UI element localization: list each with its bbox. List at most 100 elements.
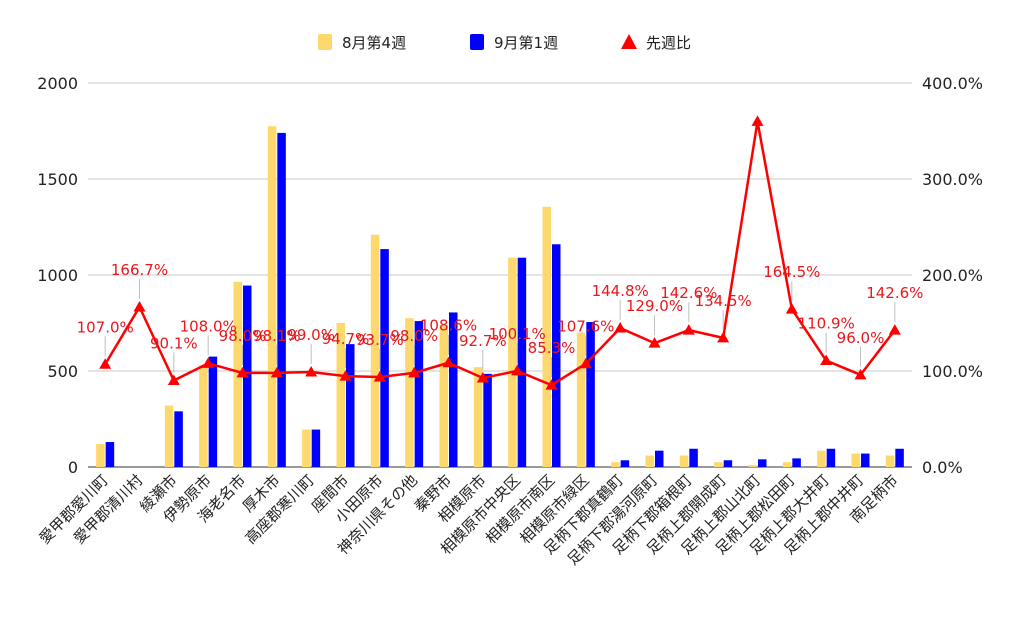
left-tick-label: 2000 — [37, 74, 78, 93]
ratio-point — [854, 368, 867, 380]
bar-sep-w1 — [620, 460, 630, 467]
ratio-data-label: 93.7% — [356, 331, 404, 349]
bar-sep-w1 — [689, 448, 698, 467]
bar-aug-w4 — [645, 455, 654, 467]
bar-series — [96, 126, 904, 468]
bar-aug-w4 — [576, 332, 586, 467]
right-tick-label: 200.0% — [922, 266, 983, 285]
bar-aug-w4 — [473, 367, 483, 467]
ratio-point — [442, 356, 455, 368]
bar-aug-w4 — [782, 462, 792, 467]
ratio-point — [408, 366, 421, 378]
line-series — [99, 115, 901, 390]
ratio-data-label: 96.0% — [837, 329, 885, 347]
bar-aug-w4 — [233, 281, 242, 467]
ratio-data-label: 142.6% — [660, 284, 717, 302]
ratio-point — [270, 366, 283, 378]
ratio-point — [305, 365, 318, 377]
bar-aug-w4 — [96, 443, 105, 467]
bar-aug-w4 — [370, 234, 380, 467]
bar-sep-w1 — [758, 459, 767, 467]
category-labels: 愛甲郡愛川町愛甲郡清川村綾瀬市伊勢原市海老名市厚木市高座郡寒川町座間市小田原市神… — [36, 471, 902, 569]
ratio-data-label: 129.0% — [626, 297, 683, 315]
ratio-data-label: 108.6% — [420, 317, 477, 335]
ratio-point — [202, 357, 215, 368]
bar-sep-w1 — [552, 244, 561, 467]
left-tick-label: 0 — [68, 458, 78, 477]
bar-aug-w4 — [679, 455, 689, 467]
ratio-data-label: 98.0% — [219, 327, 267, 345]
legend-swatch — [621, 34, 637, 49]
bar-aug-w4 — [885, 455, 895, 467]
bar-sep-w1 — [449, 312, 458, 467]
ratio-point — [648, 337, 661, 348]
ratio-point — [511, 364, 524, 376]
ratio-data-label: 107.6% — [557, 318, 614, 336]
bar-sep-w1 — [655, 450, 664, 467]
ratio-data-label: 94.7% — [322, 330, 370, 348]
bar-sep-w1 — [861, 453, 870, 467]
right-tick-label: 100.0% — [922, 362, 983, 381]
ratio-data-label: 85.3% — [528, 339, 576, 357]
ratio-point — [545, 379, 558, 390]
bar-sep-w1 — [208, 356, 218, 467]
ratio-point — [888, 324, 901, 335]
ratio-point — [133, 300, 146, 312]
ratio-point — [373, 371, 386, 382]
bar-sep-w1 — [105, 442, 115, 467]
bar-sep-w1 — [586, 322, 595, 467]
bar-aug-w4 — [508, 257, 517, 467]
bar-aug-w4 — [302, 429, 311, 467]
bar-aug-w4 — [817, 450, 826, 467]
ratio-data-label: 98.0% — [390, 327, 438, 345]
ratio-point — [751, 115, 764, 126]
ratio-data-label: 144.8% — [592, 282, 649, 300]
bar-aug-w4 — [748, 465, 757, 467]
left-axis-ticks: 0 500 1000 1500 2000 — [37, 74, 78, 477]
bar-sep-w1 — [277, 132, 286, 468]
bar-sep-w1 — [346, 344, 355, 467]
left-tick-label: 500 — [47, 362, 78, 381]
ratio-data-label: 99.0% — [287, 326, 335, 344]
ratio-point — [476, 372, 489, 383]
legend-label: 8月第4週 — [342, 34, 406, 52]
ratio-data-label: 110.9% — [798, 315, 855, 333]
bar-sep-w1 — [826, 448, 836, 467]
bar-sep-w1 — [792, 458, 801, 467]
ratio-point — [339, 370, 352, 381]
ratio-point — [785, 303, 798, 314]
left-tick-label: 1500 — [37, 170, 78, 189]
bar-sep-w1 — [174, 411, 183, 467]
right-tick-label: 400.0% — [922, 74, 983, 93]
bar-aug-w4 — [851, 453, 860, 467]
bar-sep-w1 — [517, 257, 527, 467]
right-axis-ticks: 0.0% 100.0% 200.0% 300.0% 400.0% — [922, 74, 983, 477]
legend: 8月第4週 9月第1週 先週比 — [318, 34, 691, 52]
ratio-point — [236, 366, 249, 378]
ratio-data-label: 164.5% — [763, 263, 820, 281]
bar-sep-w1 — [380, 249, 389, 467]
ratio-data-label: 92.7% — [459, 332, 507, 350]
ratio-point — [167, 374, 180, 386]
left-tick-label: 1000 — [37, 266, 78, 285]
bar-aug-w4 — [439, 324, 448, 467]
bar-aug-w4 — [336, 323, 345, 467]
line-data-labels: 107.0%166.7%90.1%108.0%98.0%98.1%99.0%94… — [77, 261, 923, 378]
bar-aug-w4 — [611, 462, 620, 467]
bar-sep-w1 — [311, 429, 321, 467]
right-tick-label: 0.0% — [922, 458, 963, 477]
ratio-point — [820, 354, 833, 366]
ratio-data-label: 108.0% — [180, 317, 237, 335]
legend-label: 先週比 — [646, 34, 691, 52]
bar-sep-w1 — [895, 448, 904, 467]
ratio-point — [682, 324, 695, 335]
ratio-data-label: 90.1% — [150, 335, 198, 353]
legend-swatch — [470, 34, 484, 50]
bar-sep-w1 — [483, 373, 492, 467]
ratio-data-label: 142.6% — [866, 284, 923, 302]
ratio-point — [717, 331, 730, 343]
bar-aug-w4 — [714, 462, 723, 467]
ratio-line — [104, 120, 896, 387]
